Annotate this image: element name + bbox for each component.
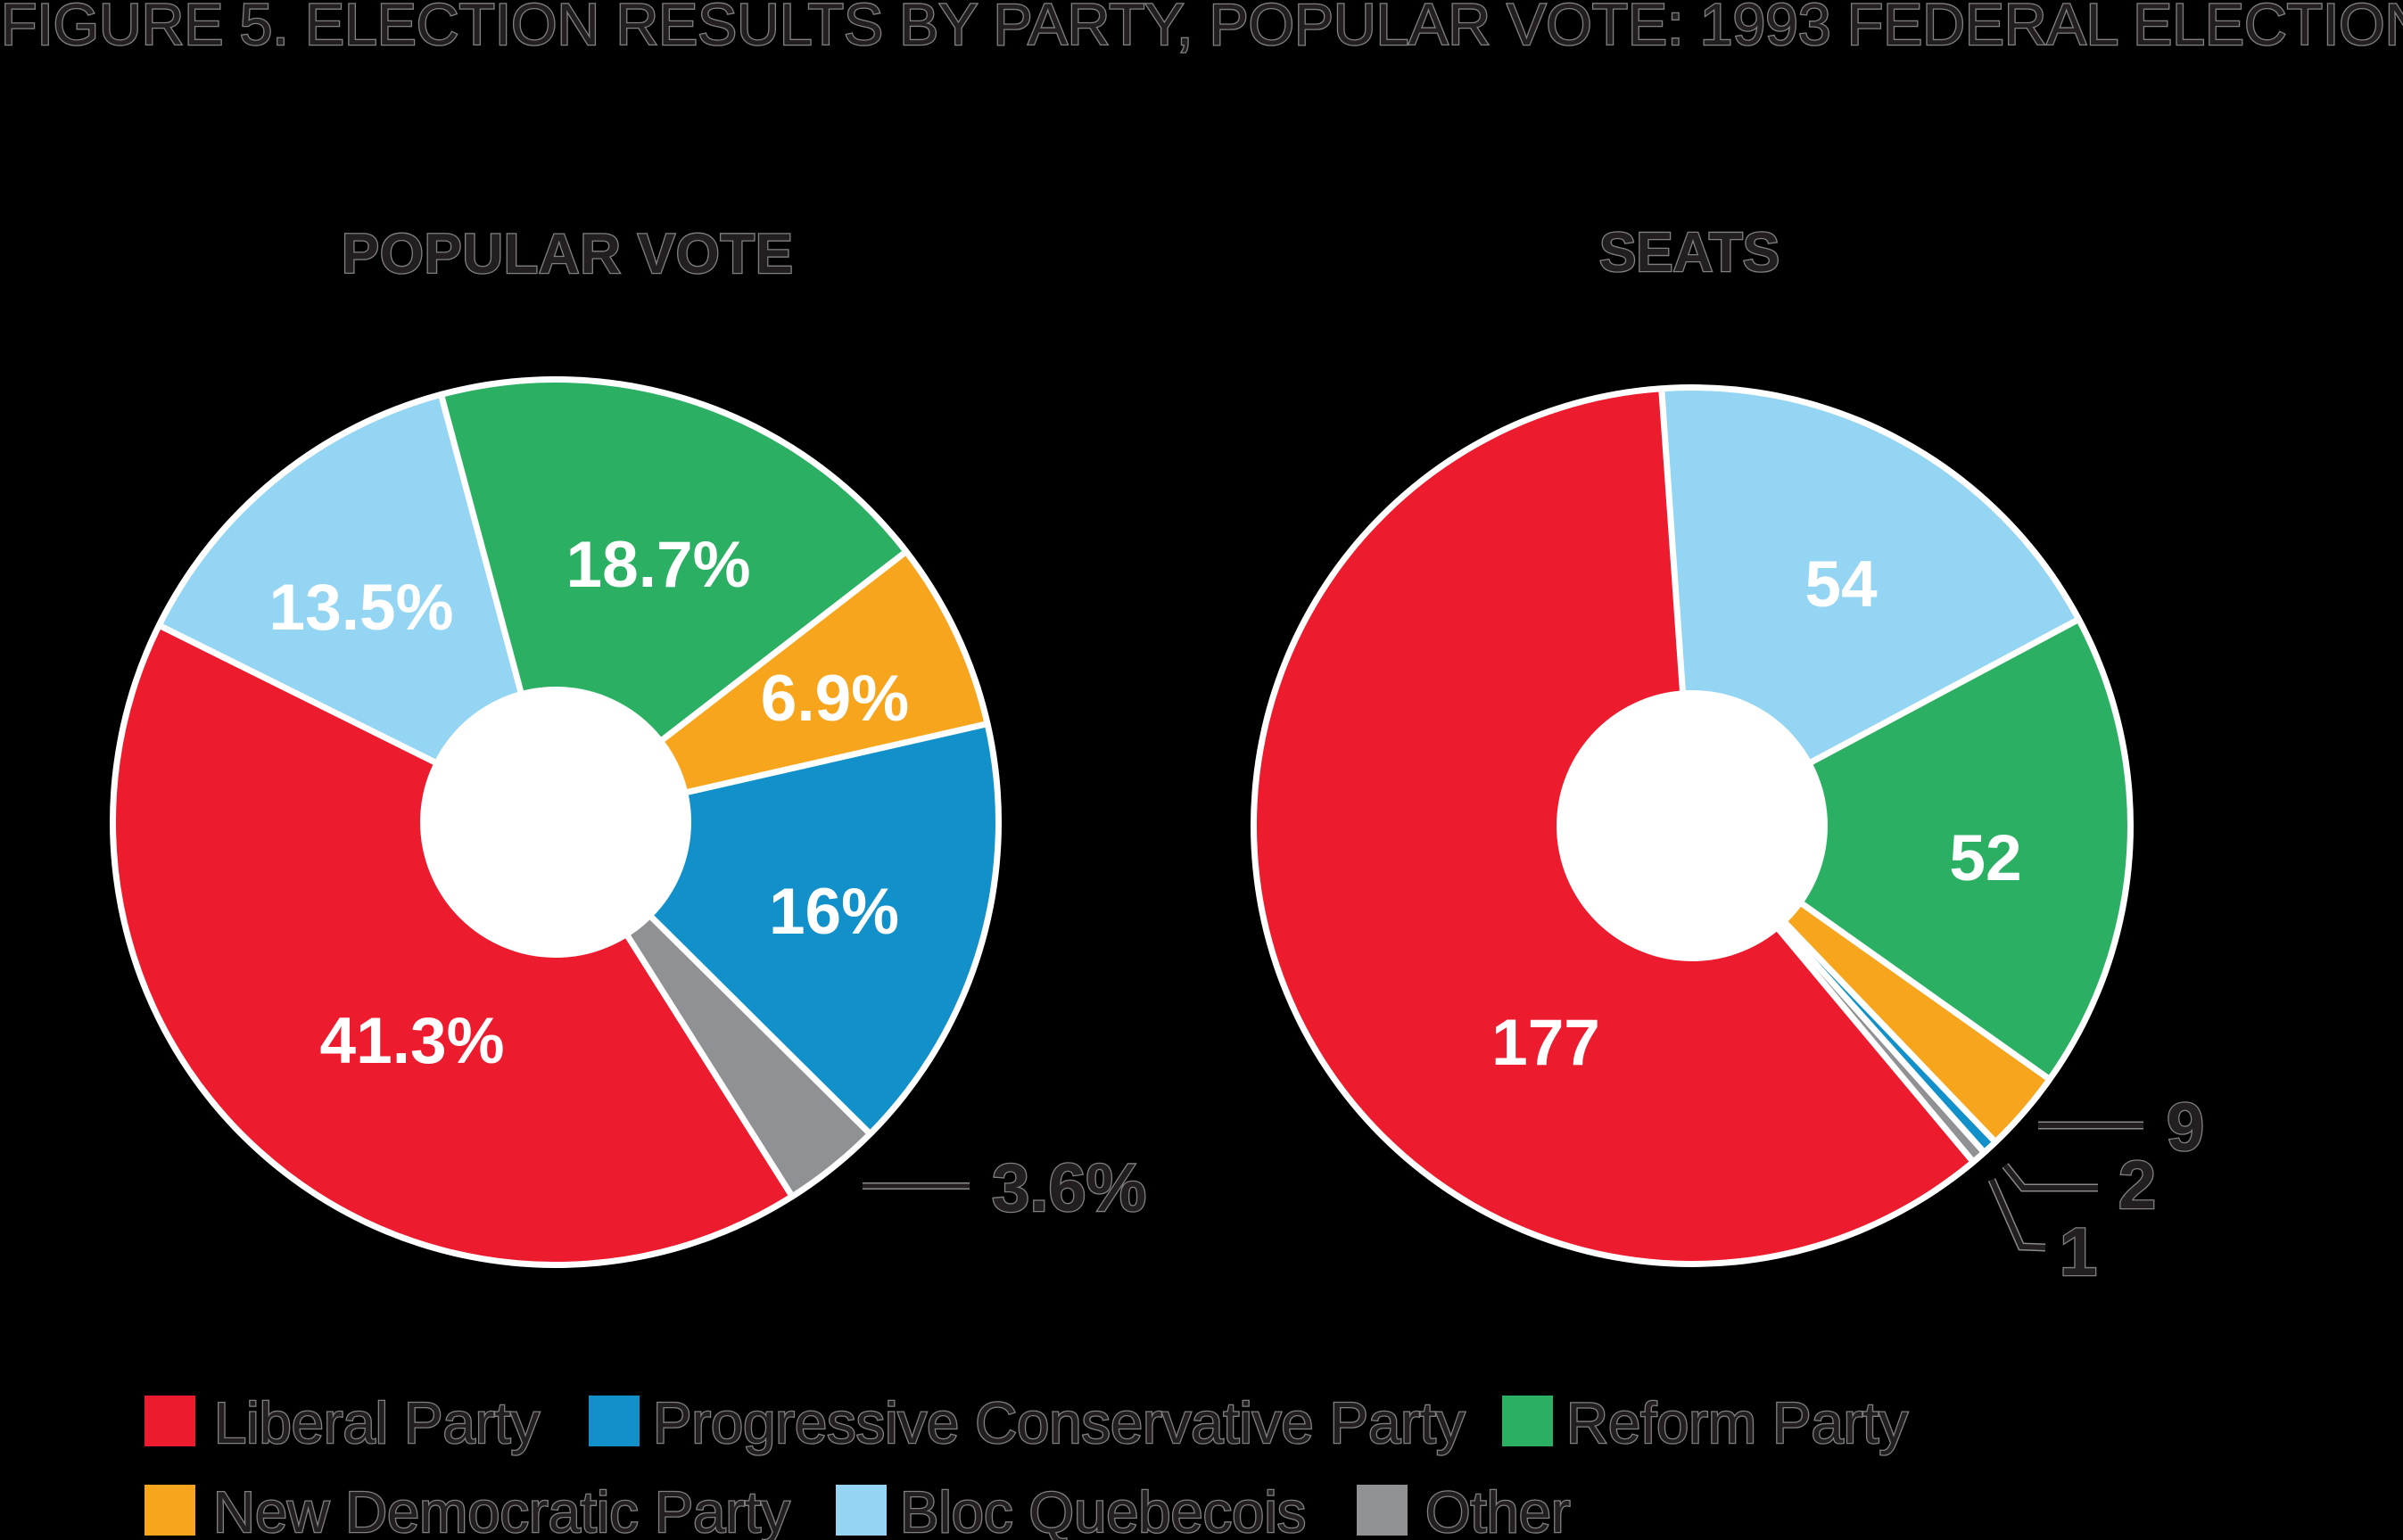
svg-text:Reform Party: Reform Party bbox=[1566, 1390, 1908, 1455]
svg-text:POPULAR VOTE: POPULAR VOTE bbox=[342, 223, 794, 285]
svg-text:FIGURE 5. ELECTION RESULTS BY: FIGURE 5. ELECTION RESULTS BY PARTY, POP… bbox=[1, 0, 2403, 57]
svg-text:18.7%: 18.7% bbox=[566, 529, 751, 601]
svg-text:6.9%: 6.9% bbox=[761, 663, 909, 735]
svg-text:Progressive Conservative Party: Progressive Conservative Party bbox=[653, 1390, 1466, 1455]
svg-text:54: 54 bbox=[1804, 548, 1878, 621]
svg-text:52: 52 bbox=[1949, 822, 2021, 894]
svg-text:13.5%: 13.5% bbox=[269, 572, 454, 644]
svg-text:1: 1 bbox=[2060, 1215, 2097, 1290]
svg-text:3.6%: 3.6% bbox=[992, 1150, 1146, 1226]
svg-text:41.3%: 41.3% bbox=[320, 1005, 505, 1077]
svg-text:Liberal Party: Liberal Party bbox=[214, 1390, 540, 1455]
svg-text:Other: Other bbox=[1425, 1479, 1571, 1540]
svg-text:16%: 16% bbox=[769, 876, 899, 948]
svg-text:New Democratic Party: New Democratic Party bbox=[213, 1479, 790, 1540]
svg-text:2: 2 bbox=[2118, 1148, 2156, 1223]
svg-text:Bloc Quebecois: Bloc Quebecois bbox=[900, 1479, 1306, 1540]
svg-text:SEATS: SEATS bbox=[1599, 222, 1780, 284]
svg-text:9: 9 bbox=[2167, 1090, 2204, 1165]
svg-text:177: 177 bbox=[1491, 1007, 1600, 1079]
